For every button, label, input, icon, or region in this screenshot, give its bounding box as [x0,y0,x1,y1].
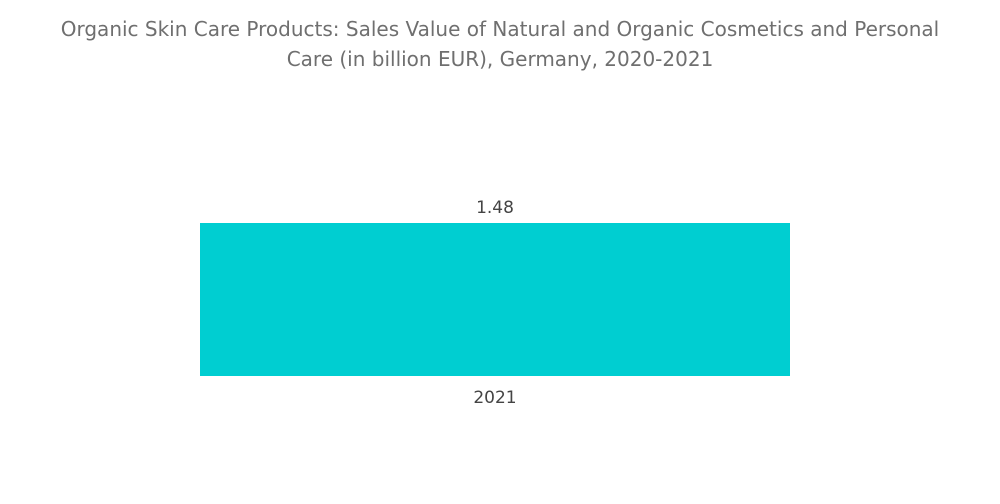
x-tick-label-2021: 2021 [473,388,516,408]
chart-title-line-2: Care (in billion EUR), Germany, 2020-202… [286,47,714,71]
chart-title: Organic Skin Care Products: Sales Value … [0,14,1000,74]
data-label-2021: 1.48 [476,198,514,218]
chart-title-line-1: Organic Skin Care Products: Sales Value … [60,17,940,41]
bar-2021 [200,223,790,376]
